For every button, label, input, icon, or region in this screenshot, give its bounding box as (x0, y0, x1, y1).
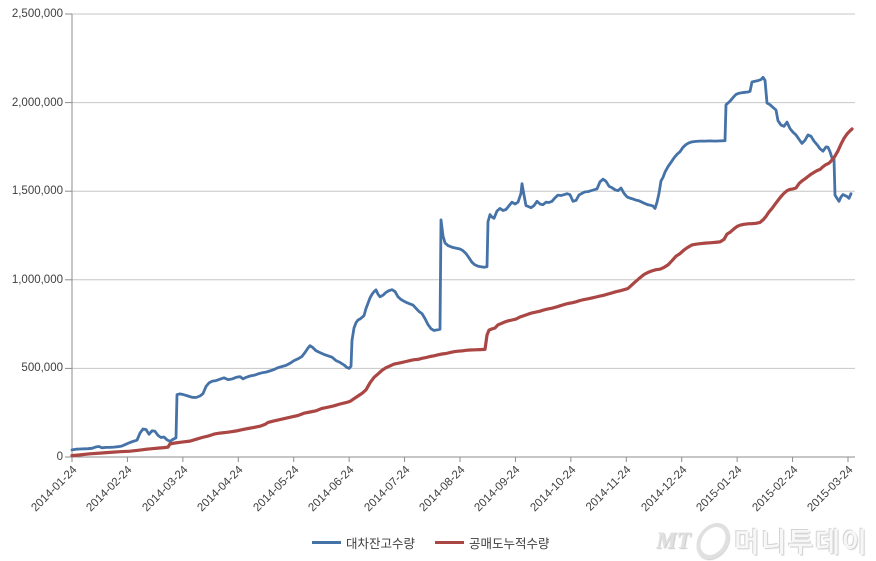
y-axis-tick-label: 2,500,000 (11, 8, 63, 20)
series-line-1 (70, 127, 854, 458)
moneytoday-wordmark: 머니투데이 (734, 528, 869, 558)
legend-label: 대차잔고수량 (346, 537, 416, 551)
chart-legend: 대차잔고수량 공매도누적수량 (312, 533, 550, 552)
mt-logo-text: MT (656, 527, 691, 553)
moneytoday-circle-icon (690, 520, 735, 561)
legend-line-red (435, 541, 465, 544)
series-line-0 (70, 75, 853, 452)
y-axis-tick-label: 2,000,000 (11, 96, 63, 109)
legend-item-loan-balance: 대차잔고수량 (312, 533, 415, 552)
y-axis-tick-label: 0 (56, 451, 63, 463)
legend-item-short-selling: 공매도누적수량 (435, 533, 550, 552)
y-axis-tick-label: 1,000,000 (11, 273, 63, 286)
moneytoday-watermark: MT 머니투데이 (656, 520, 869, 561)
legend-label: 공매도누적수량 (469, 537, 550, 551)
y-axis-tick-label: 500,000 (21, 362, 63, 375)
y-axis-tick-label: 1,500,000 (11, 185, 63, 198)
legend-line-blue (312, 541, 341, 544)
